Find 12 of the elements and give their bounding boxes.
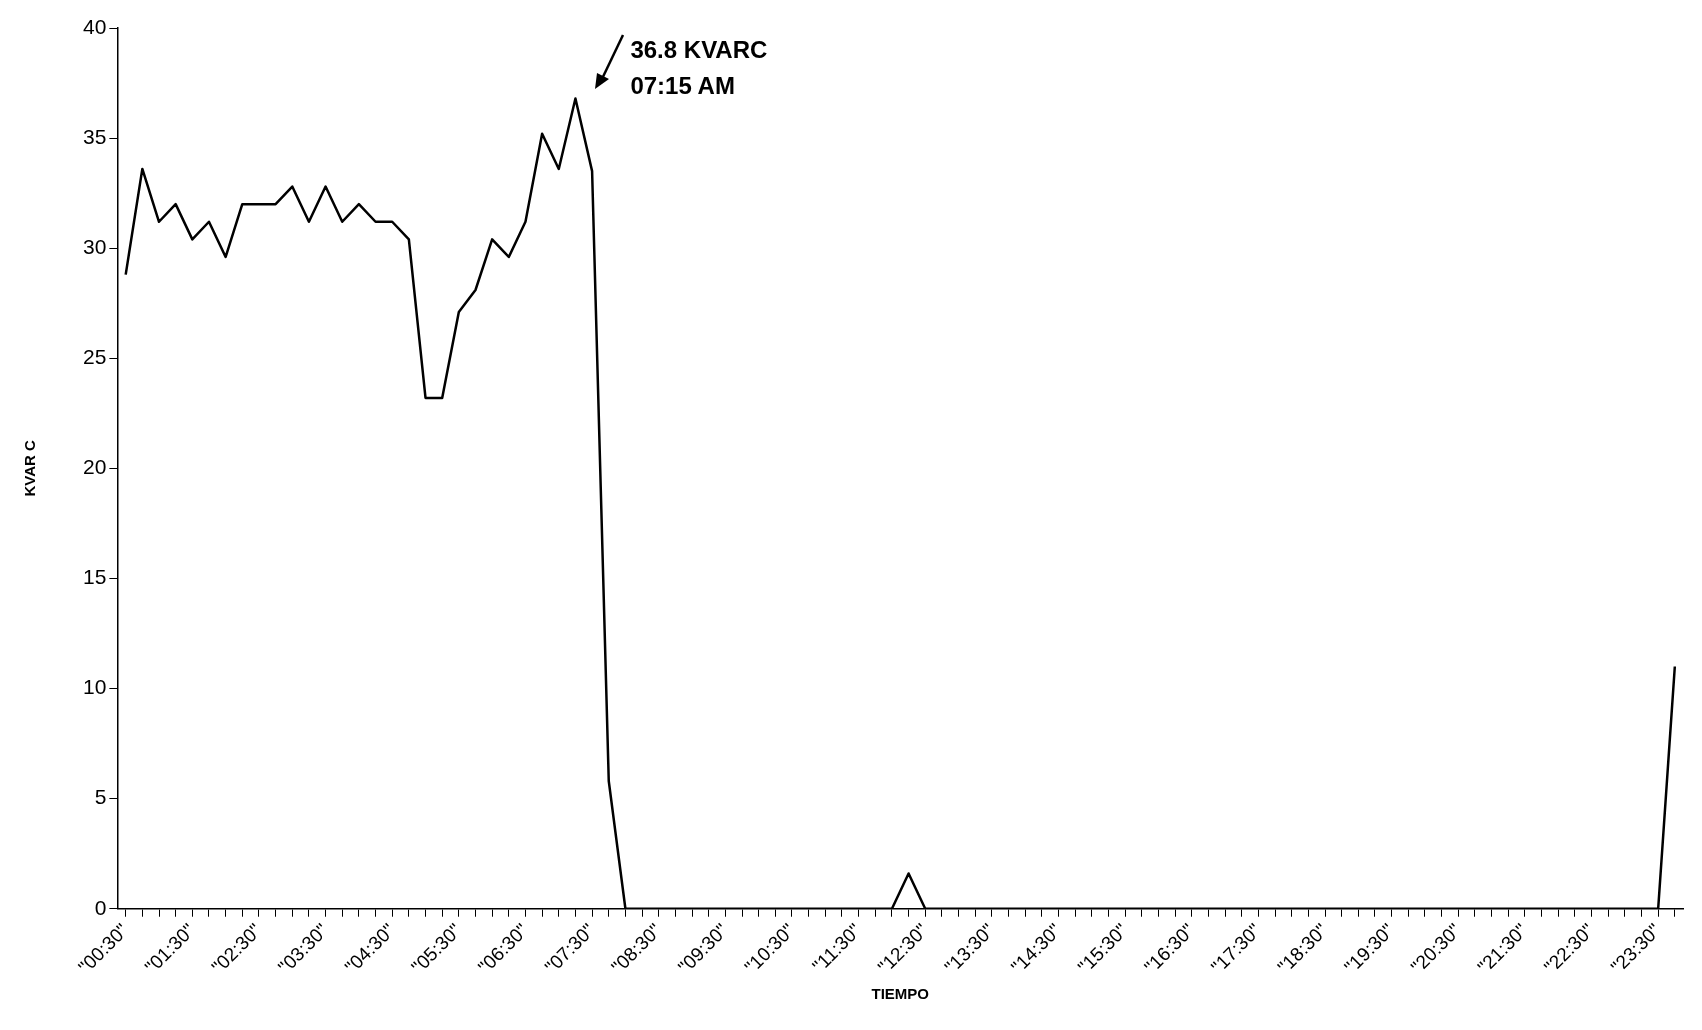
x-axis-title: TIEMPO bbox=[871, 985, 930, 1003]
y-tick-label: 10 bbox=[83, 675, 107, 699]
y-tick-label: 15 bbox=[83, 565, 107, 589]
y-tick-label: 25 bbox=[83, 345, 107, 369]
y-tick-label: 40 bbox=[83, 14, 107, 38]
y-tick-label: 35 bbox=[83, 124, 107, 148]
y-tick-label: 20 bbox=[83, 455, 107, 479]
y-tick-label: 30 bbox=[83, 234, 107, 258]
y-tick-label: 0 bbox=[94, 895, 107, 919]
y-axis-title: KVAR C bbox=[21, 440, 39, 497]
annotation: 36.8 KVARC 07:15 AM bbox=[630, 35, 768, 102]
y-tick-label: 5 bbox=[94, 785, 107, 809]
